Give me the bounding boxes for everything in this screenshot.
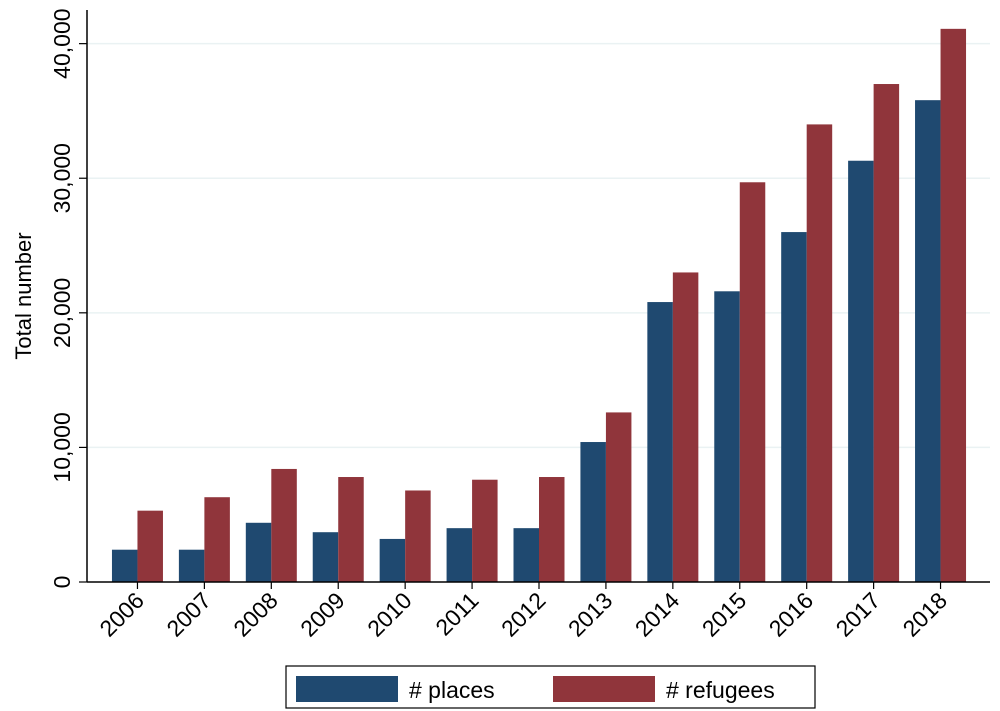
bar-places-2011 (446, 528, 473, 582)
y-ticks: 0 10,000 20,000 30,000 40,000 (49, 8, 87, 588)
bars (111, 28, 967, 583)
x-tick-label: 2011 (430, 587, 483, 640)
bar-refugees-2009 (338, 477, 364, 582)
legend-label-places: # places (409, 677, 495, 703)
bar-places-2012 (513, 528, 539, 582)
bar-places-2018 (915, 100, 941, 582)
x-ticks: 2006 2007 2008 2009 2010 2011 2012 2013 2014 2015… (94, 582, 952, 642)
x-tick-label: 2008 (228, 587, 283, 642)
x-tick-label: 2009 (295, 587, 350, 642)
x-tick-label: 2007 (161, 587, 216, 642)
bar-places-2014 (647, 302, 673, 582)
bar-places-2008 (245, 522, 272, 582)
bar-refugees-2017 (873, 84, 900, 582)
bar-places-2015 (714, 291, 740, 582)
legend-label-refugees: # refugees (666, 677, 775, 703)
bar-refugees-2006 (137, 510, 163, 582)
bar-places-2013 (580, 442, 606, 582)
legend-swatch-refugees (553, 676, 655, 702)
legend-swatch-places (296, 676, 398, 702)
x-tick-label: 2016 (764, 587, 819, 642)
bar-refugees-2013 (605, 412, 632, 582)
bar-places-2007 (178, 549, 205, 582)
bar-places-2016 (781, 232, 807, 582)
bar-refugees-2015 (739, 182, 766, 582)
bar-refugees-2007 (204, 497, 230, 582)
y-tick-label: 40,000 (49, 8, 75, 78)
x-tick-label: 2014 (630, 587, 685, 642)
x-tick-label: 2015 (697, 587, 752, 642)
y-tick-label: 0 (49, 576, 75, 589)
y-tick-label: 10,000 (49, 412, 75, 482)
bar-refugees-2018 (940, 28, 967, 583)
bar-places-2009 (312, 532, 339, 582)
legend: # places # refugees (285, 665, 816, 709)
gridlines (87, 42, 990, 449)
bar-refugees-2010 (405, 490, 431, 582)
x-tick-label: 2010 (362, 587, 417, 642)
x-tick-label: 2018 (898, 587, 953, 642)
bar-places-2006 (111, 549, 138, 582)
bar-refugees-2016 (806, 124, 833, 583)
bar-places-2010 (379, 538, 406, 582)
bar-refugees-2008 (271, 468, 297, 582)
x-tick-label: 2013 (563, 587, 618, 642)
y-tick-label: 30,000 (49, 143, 75, 213)
bar-refugees-2012 (539, 477, 565, 582)
bar-refugees-2014 (672, 272, 699, 582)
y-axis-title: Total number (11, 232, 36, 359)
x-tick-label: 2006 (94, 587, 149, 642)
x-tick-label: 2012 (496, 587, 551, 642)
bar-refugees-2011 (472, 479, 498, 582)
x-tick-label: 2017 (831, 587, 886, 642)
y-tick-label: 20,000 (49, 278, 75, 348)
bar-places-2017 (848, 160, 874, 582)
